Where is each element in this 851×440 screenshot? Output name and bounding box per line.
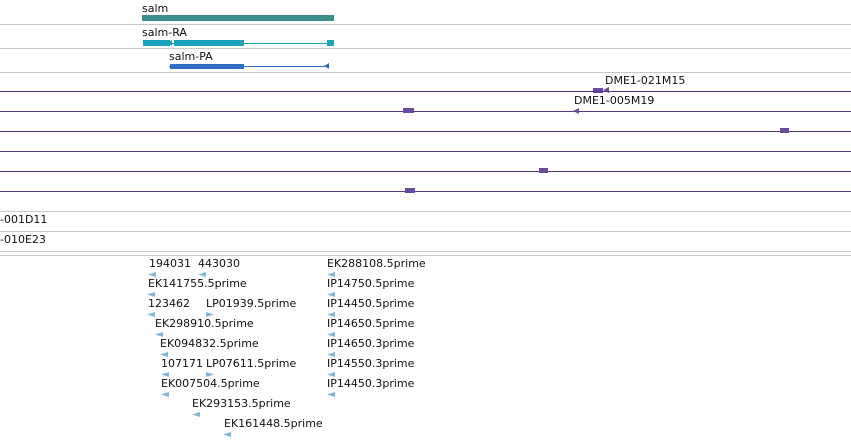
est-feature[interactable] [327, 392, 335, 397]
est-feature[interactable] [327, 352, 335, 357]
clone-feature[interactable] [405, 188, 415, 193]
est-feature[interactable] [161, 372, 169, 377]
est-feature[interactable] [206, 372, 214, 377]
transcript-pa-exon[interactable] [170, 64, 244, 69]
track-separator [0, 48, 851, 49]
track-separator [0, 24, 851, 25]
est-feature[interactable] [155, 332, 163, 337]
est-feature[interactable] [147, 292, 155, 297]
est-label: 123462 [148, 297, 190, 310]
strand-arrow-icon [167, 40, 172, 46]
est-feature[interactable] [327, 312, 335, 317]
est-label: IP14750.5prime [327, 277, 415, 290]
est-label: 194031 [149, 257, 191, 270]
clone-feature[interactable] [593, 88, 603, 93]
est-feature[interactable] [147, 312, 155, 317]
gene-label: salm [142, 2, 169, 15]
track-separator [0, 231, 851, 232]
clone-label: DME1-021M15 [605, 74, 686, 87]
track-separator [0, 251, 851, 252]
clone-track-line [0, 171, 851, 172]
est-label: IP14650.3prime [327, 337, 415, 350]
track-separator [0, 255, 851, 256]
est-feature[interactable] [327, 272, 335, 277]
est-feature[interactable] [327, 292, 335, 297]
est-label: IP14650.5prime [327, 317, 415, 330]
transcript-pa-intron [169, 66, 329, 67]
gene-feature[interactable] [142, 15, 334, 21]
clone-track-line [0, 91, 851, 92]
track-separator [0, 211, 851, 212]
transcript-ra-exon[interactable] [327, 40, 334, 46]
strand-arrow-icon [324, 63, 329, 69]
est-feature[interactable] [327, 332, 335, 337]
strand-arrow-icon [603, 87, 609, 93]
clone-track-line [0, 111, 851, 112]
est-feature[interactable] [148, 272, 156, 277]
est-label: EK094832.5prime [160, 337, 259, 350]
est-feature[interactable] [206, 312, 214, 317]
est-label: 107171 [161, 357, 203, 370]
est-feature[interactable] [161, 392, 169, 397]
clone-feature[interactable] [539, 168, 548, 173]
clone-feature[interactable] [403, 108, 414, 113]
transcript-pa-label: salm-PA [169, 50, 213, 63]
est-feature[interactable] [160, 352, 168, 357]
est-label: EK141755.5prime [148, 277, 247, 290]
est-label: LP01939.5prime [206, 297, 297, 310]
est-label: IP14450.3prime [327, 377, 415, 390]
est-label: EK288108.5prime [327, 257, 426, 270]
est-feature[interactable] [327, 372, 335, 377]
clone-label: -001D11 [0, 213, 48, 226]
est-label: LP07611.5prime [206, 357, 297, 370]
est-feature[interactable] [198, 272, 206, 277]
est-label: EK298910.5prime [155, 317, 254, 330]
track-separator [0, 72, 851, 73]
clone-label: DME1-005M19 [574, 94, 655, 107]
strand-arrow-icon [573, 108, 579, 114]
est-label: IP14450.5prime [327, 297, 415, 310]
transcript-ra-exon[interactable] [174, 40, 244, 46]
est-label: EK161448.5prime [224, 417, 323, 430]
clone-track-line [0, 151, 851, 152]
est-feature[interactable] [192, 412, 200, 417]
est-label: EK007504.5prime [161, 377, 260, 390]
clone-feature[interactable] [780, 128, 789, 133]
est-label: 443030 [198, 257, 240, 270]
est-label: EK293153.5prime [192, 397, 291, 410]
transcript-ra-label: salm-RA [142, 26, 187, 39]
transcript-ra-exon[interactable] [143, 40, 170, 46]
est-label: IP14550.3prime [327, 357, 415, 370]
clone-label: -010E23 [0, 233, 46, 246]
clone-track-line [0, 191, 851, 192]
clone-track-line [0, 131, 851, 132]
est-feature[interactable] [223, 432, 231, 437]
